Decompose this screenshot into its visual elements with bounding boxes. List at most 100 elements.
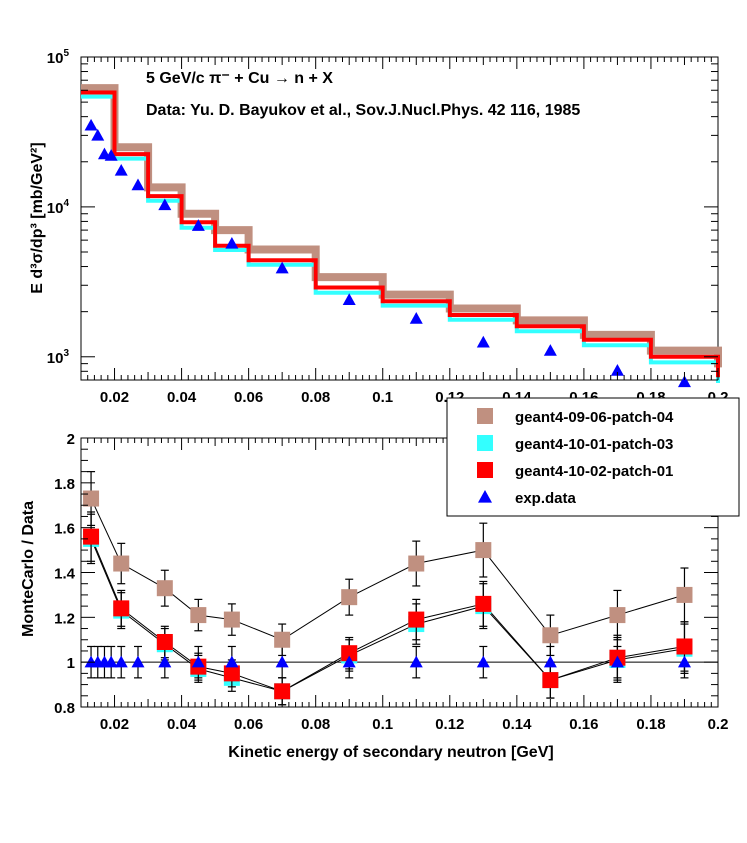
ratio-point-geant4-10-02-patch-01: [408, 611, 425, 628]
ratio-point-geant4-09-06-patch-04: [190, 607, 207, 624]
top-y-tick-label: 104: [47, 198, 70, 217]
top-exp-point: [225, 236, 239, 249]
ratio-point-geant4-10-02-patch-01: [83, 528, 100, 545]
legend: geant4-09-06-patch-04 geant4-10-01-patch-…: [446, 397, 740, 517]
bottom-y-axis-title: MonteCarlo / Data: [20, 501, 37, 637]
top-exp-point: [677, 375, 691, 388]
top-exp-point: [84, 118, 98, 131]
ratio-exp-point: [677, 655, 691, 668]
top-title-line2: Data: Yu. D. Bayukov et al., Sov.J.Nucl.…: [146, 102, 580, 119]
ratio-point-geant4-10-02-patch-01: [274, 683, 291, 700]
top-exp-point: [342, 293, 356, 305]
ratio-point-geant4-10-02-patch-01: [676, 638, 693, 655]
legend-marker-geant4-09-06-patch-04: [477, 408, 493, 424]
bottom-x-tick-label: 0.1: [372, 716, 393, 733]
ratio-exp-point: [409, 655, 423, 668]
top-y-tick-label: 105: [47, 48, 70, 67]
ratio-point-geant4-09-06-patch-04: [408, 555, 425, 572]
top-exp-points: [84, 118, 691, 388]
bottom-x-tick-label: 0.08: [301, 716, 330, 733]
ratio-point-geant4-10-02-patch-01: [223, 665, 240, 682]
legend-label: geant4-10-02-patch-01: [515, 463, 673, 480]
bottom-x-tick-label: 0.06: [234, 716, 263, 733]
ratio-point-geant4-09-06-patch-04: [609, 607, 626, 624]
top-exp-point: [275, 261, 289, 274]
top-exp-point: [191, 219, 205, 231]
top-x-tick-label: 0.08: [301, 389, 330, 406]
ratio-exp-point: [131, 655, 145, 668]
bottom-y-tick-label: 1.8: [54, 476, 75, 493]
ratio-exp-point: [104, 655, 118, 668]
ratio-exp-point: [158, 655, 172, 668]
legend-label: geant4-10-01-patch-03: [515, 436, 673, 453]
ratio-exp-point: [275, 655, 289, 668]
top-x-tick-label: 0.1: [372, 389, 393, 406]
top-title-line1: 5 GeV/c π⁻ + Cu → n + X: [146, 70, 333, 87]
top-exp-point: [114, 163, 128, 176]
top-y-tick-label: 103: [47, 348, 70, 367]
ratio-point-geant4-10-02-patch-01: [156, 633, 173, 650]
top-exp-point: [104, 149, 118, 161]
bottom-y-tick-label: 1.4: [54, 566, 76, 583]
top-exp-point: [476, 335, 490, 348]
top-y-axis-title: E d³σ/dp³ [mb/GeV²]: [29, 142, 46, 293]
bottom-x-tick-label: 0.14: [502, 716, 532, 733]
ratio-point-geant4-09-06-patch-04: [223, 611, 240, 628]
ratio-point-geant4-10-02-patch-01: [475, 595, 492, 612]
top-exp-point: [610, 363, 624, 376]
ratio-point-geant4-10-02-patch-01: [113, 600, 130, 617]
top-y-ticks: 103 104 105: [47, 48, 718, 381]
bottom-x-tick-label: 0.02: [100, 716, 129, 733]
legend-label: exp.data: [515, 490, 577, 507]
bottom-panel: 0.02 0.04 0.06 0.08 0.1 0.12 0.14 0.16 0.18 0.2 0…: [20, 397, 740, 761]
top-histograms: [81, 84, 722, 383]
top-series-geant4-10-01-patch-03: [81, 94, 720, 383]
bottom-y-tick-label: 0.8: [54, 700, 75, 717]
top-plot-frame: [80, 56, 719, 381]
top-exp-point: [91, 128, 105, 141]
bottom-x-tick-label: 0.18: [636, 716, 665, 733]
ratio-point-geant4-09-06-patch-04: [156, 580, 173, 597]
top-exp-point: [131, 178, 145, 191]
bottom-x-tick-label: 0.2: [708, 716, 729, 733]
bottom-y-tick-label: 1: [67, 655, 75, 672]
ratio-point-geant4-10-02-patch-01: [341, 645, 358, 662]
ratio-exp-point: [191, 655, 205, 668]
ratio-exp-point: [543, 655, 557, 668]
top-x-tick-label: 0.02: [100, 389, 129, 406]
top-exp-point: [409, 312, 423, 324]
bottom-x-tick-label: 0.16: [569, 716, 598, 733]
ratio-point-geant4-09-06-patch-04: [475, 542, 492, 559]
legend-marker-geant4-10-02-patch-01: [477, 462, 493, 478]
bottom-y-tick-label: 1.6: [54, 521, 75, 538]
ratio-point-geant4-10-02-patch-01: [542, 672, 559, 689]
ratio-point-geant4-09-06-patch-04: [113, 555, 130, 572]
ratio-points: [83, 471, 693, 706]
bottom-x-tick-label: 0.04: [167, 716, 197, 733]
legend-label: geant4-09-06-patch-04: [515, 409, 674, 426]
ratio-exp-point: [114, 655, 128, 668]
ratio-exp-point: [476, 655, 490, 668]
top-series-geant4-10-02-patch-01: [81, 90, 720, 378]
ratio-point-geant4-09-06-patch-04: [542, 627, 559, 644]
bottom-x-axis-title: Kinetic energy of secondary neutron [GeV…: [228, 744, 553, 761]
ratio-exp-point: [225, 655, 239, 668]
top-x-tick-label: 0.04: [167, 389, 197, 406]
bottom-y-tick-label: 1.2: [54, 610, 75, 627]
ratio-point-geant4-09-06-patch-04: [676, 586, 693, 603]
top-exp-point: [158, 198, 172, 211]
bottom-y-tick-label: 2: [67, 431, 75, 448]
ratio-point-geant4-09-06-patch-04: [274, 631, 291, 648]
top-exp-point: [543, 344, 557, 356]
ratio-point-geant4-09-06-patch-04: [83, 490, 100, 507]
ratio-exp-point: [342, 655, 356, 668]
ratio-point-geant4-09-06-patch-04: [341, 589, 358, 606]
legend-box: [446, 397, 740, 517]
legend-marker-exp.data: [478, 490, 492, 503]
top-x-tick-label: 0.06: [234, 389, 263, 406]
legend-marker-geant4-10-01-patch-03: [477, 435, 493, 451]
bottom-x-tick-label: 0.12: [435, 716, 464, 733]
ratio-exp-point: [610, 655, 624, 668]
top-panel: 0.020.040.060.080.10.120.140.160.180.2 1…: [29, 48, 728, 406]
